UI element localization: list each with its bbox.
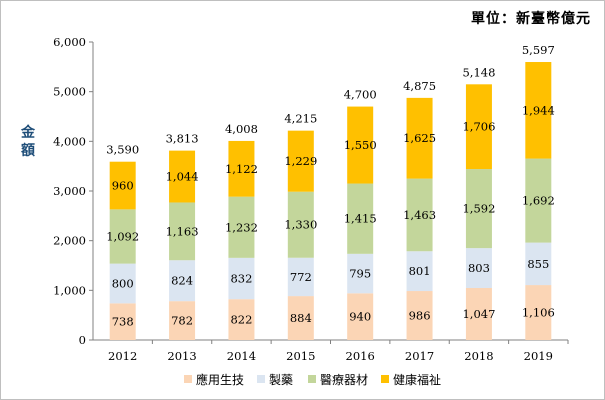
data-label: 1,092 xyxy=(106,229,139,243)
bar-segment xyxy=(406,178,433,252)
data-label: 1,229 xyxy=(284,154,317,168)
bar-segment xyxy=(169,301,196,340)
bar-segment xyxy=(525,158,552,243)
x-tick-label: 2016 xyxy=(346,349,375,363)
data-label: 1,944 xyxy=(522,103,555,117)
data-label: 1,163 xyxy=(166,224,199,238)
data-label: 795 xyxy=(349,267,371,281)
bar-segment xyxy=(465,169,492,249)
bar-segment xyxy=(287,191,314,258)
bar-segment xyxy=(109,161,136,210)
y-tick-label: 5,000 xyxy=(53,85,86,99)
data-label: 1,625 xyxy=(403,131,436,145)
bar-segment xyxy=(228,196,255,258)
data-label: 1,592 xyxy=(462,202,495,216)
y-tick-label: 0 xyxy=(79,333,86,347)
y-tick-label: 2,000 xyxy=(53,234,86,248)
bar-segment xyxy=(406,97,433,179)
y-tick-label: 6,000 xyxy=(53,35,86,49)
bar-segment xyxy=(169,202,196,261)
total-label: 4,008 xyxy=(225,122,258,136)
bar-segment xyxy=(525,285,552,340)
bar-segment xyxy=(109,303,136,340)
data-label: 1,044 xyxy=(166,170,199,184)
data-label: 822 xyxy=(230,313,252,327)
data-label: 1,330 xyxy=(284,218,317,232)
total-label: 4,700 xyxy=(344,88,377,102)
data-label: 1,463 xyxy=(403,208,436,222)
legend-swatch xyxy=(308,375,316,383)
data-label: 738 xyxy=(112,315,134,329)
bar-segment xyxy=(109,263,136,304)
bar-segment xyxy=(347,183,374,254)
data-label: 1,232 xyxy=(225,220,258,234)
data-label: 832 xyxy=(230,272,252,286)
legend-label: 醫療器材 xyxy=(320,373,368,387)
x-tick-label: 2015 xyxy=(286,349,315,363)
data-label: 1,047 xyxy=(462,307,495,321)
y-tick-label: 4,000 xyxy=(53,134,86,148)
bar-segment xyxy=(228,257,255,300)
bar-segment xyxy=(347,253,374,294)
data-label: 1,692 xyxy=(522,194,555,208)
data-label: 855 xyxy=(527,257,549,271)
x-tick-label: 2019 xyxy=(524,349,553,363)
x-tick-label: 2014 xyxy=(227,349,256,363)
data-label: 940 xyxy=(349,310,371,324)
bar-segment xyxy=(525,242,552,286)
bar-segment xyxy=(287,130,314,192)
bar-segment xyxy=(169,260,196,302)
bar-segment xyxy=(465,248,492,288)
legend-label: 健康福祉 xyxy=(393,372,441,387)
bar-segment xyxy=(169,150,196,203)
x-tick-label: 2018 xyxy=(464,349,493,363)
total-label: 3,590 xyxy=(106,143,139,157)
data-label: 1,706 xyxy=(462,120,495,134)
data-label: 1,550 xyxy=(344,138,377,152)
x-tick-label: 2017 xyxy=(405,349,434,363)
data-label: 772 xyxy=(290,270,312,284)
total-label: 5,597 xyxy=(522,43,555,57)
bar-segment xyxy=(109,209,136,264)
total-label: 4,875 xyxy=(403,79,436,93)
data-label: 960 xyxy=(112,179,134,193)
y-tick-label: 1,000 xyxy=(53,283,86,297)
unit-label: 單位：新臺幣億元 xyxy=(471,11,591,27)
bar-segment xyxy=(465,84,492,170)
data-label: 1,122 xyxy=(225,162,258,176)
bar-segment xyxy=(347,293,374,340)
legend-label: 製藥 xyxy=(269,373,293,387)
total-label: 3,813 xyxy=(166,132,199,146)
data-label: 800 xyxy=(112,276,134,290)
data-label: 801 xyxy=(409,264,431,278)
bar-segment xyxy=(465,287,492,340)
y-tick-label: 3,000 xyxy=(53,184,86,198)
legend-swatch xyxy=(381,375,389,383)
bar-segment xyxy=(406,291,433,340)
bar-segment xyxy=(287,257,314,297)
data-label: 782 xyxy=(171,314,193,328)
data-label: 803 xyxy=(468,261,490,275)
bar-segment xyxy=(228,140,255,197)
total-label: 4,215 xyxy=(284,112,317,126)
x-tick-label: 2012 xyxy=(108,349,137,363)
bar-segment xyxy=(228,299,255,340)
data-label: 824 xyxy=(171,274,193,288)
bar-segment xyxy=(525,62,552,159)
x-tick-label: 2013 xyxy=(167,349,196,363)
legend-swatch xyxy=(184,375,192,383)
data-label: 986 xyxy=(409,309,431,323)
data-label: 1,106 xyxy=(522,306,555,320)
total-label: 5,148 xyxy=(462,65,495,79)
bar-segment xyxy=(347,106,374,184)
data-label: 1,415 xyxy=(344,212,377,226)
legend-swatch xyxy=(257,375,265,383)
bar-segment xyxy=(406,251,433,292)
y-axis-label: 金額 xyxy=(21,125,35,159)
bar-segment xyxy=(287,296,314,340)
data-label: 884 xyxy=(290,311,312,325)
legend-label: 應用生技 xyxy=(196,372,244,387)
